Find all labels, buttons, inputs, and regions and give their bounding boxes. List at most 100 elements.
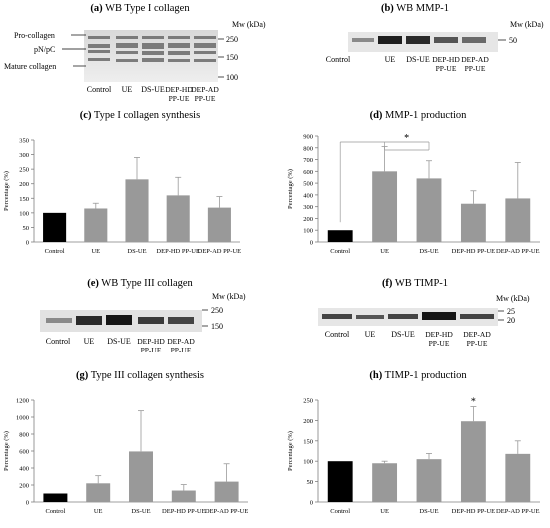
marker-a-150: 150 [226, 53, 238, 62]
bar [416, 178, 442, 242]
chart-panel-h: (h) TIMP-1 production 0 50 100 150 200 250 Per… [278, 370, 550, 528]
x-tick-label: Control [330, 248, 350, 255]
y-tick-label: 50 [23, 225, 30, 232]
y-tick-label: 700 [303, 157, 313, 164]
band-label-procollagen: Pro-collagen [14, 31, 55, 40]
western-blot-e: Mw (kDa) 250 150 Control UE DS-UE DEP-HD… [40, 292, 246, 352]
x-tick-label: DS-UE [131, 508, 150, 515]
bar [327, 230, 353, 242]
y-tick-label: 500 [303, 181, 313, 188]
x-tick-label: DS-UE [419, 508, 438, 515]
x-tick-label: DEP-AD PP-UE [496, 508, 540, 515]
chart-title-d-text: MMP-1 production [385, 110, 467, 121]
blot-bands-a [88, 36, 216, 62]
y-axis-label: Percentage (%) [287, 169, 294, 209]
marker-a-250: 250 [226, 35, 238, 44]
x-tick-label: DEP-AD PP-UE [496, 248, 540, 255]
significance-star: * [471, 397, 476, 408]
x-tick-label: DS-UE [419, 248, 438, 255]
marker-b-50: 50 [509, 36, 517, 45]
chart-title-g-tag: (g) [76, 370, 89, 381]
lane-label-f-1: Control [325, 330, 350, 339]
bar [129, 451, 153, 502]
y-tick-label: 1000 [16, 415, 29, 422]
x-tick-label: Control [330, 508, 350, 515]
chart-title-g-text: Type III collagen synthesis [90, 370, 204, 381]
bar [505, 198, 531, 242]
y-tick-label: 250 [19, 167, 29, 174]
title-a-text: WB Type I collagen [105, 3, 190, 14]
title-a-tag: (a) [90, 3, 103, 14]
lane-label-b-2: UE [385, 55, 396, 64]
chart-title-c: (c) Type I collagen synthesis [45, 110, 235, 121]
blot-bands-f [322, 312, 494, 320]
mw-label-e: Mw (kDa) [212, 292, 246, 301]
lane-label-b-1: Control [326, 55, 351, 64]
y-tick-label: 350 [19, 138, 29, 145]
title-e: (e) WB Type III collagen [60, 278, 220, 289]
bar [166, 195, 190, 242]
mw-label-b: Mw (kDa) [510, 20, 544, 29]
bar-chart-g: 0 200 400 600 800 1000 1200 Percentage (%) Contr… [3, 398, 248, 516]
band-label-mature: Mature collagen [4, 62, 56, 71]
marker-e-250: 250 [211, 306, 223, 315]
bar [416, 459, 442, 502]
y-tick-label: 400 [19, 466, 29, 473]
title-f: (f) WB TIMP-1 [355, 278, 475, 289]
title-e-tag: (e) [87, 278, 99, 289]
y-tick-label: 250 [303, 398, 313, 405]
lane-label-a-5: DEP-AD PP-UE [191, 85, 219, 103]
y-axis-label: Percentage (%) [287, 431, 294, 471]
bar [460, 203, 486, 242]
bar-chart-d: 0 100 200 300 400 500 600 700 800 900 Percentage (… [287, 133, 540, 255]
marker-f-20: 20 [507, 316, 515, 325]
chart-panel-g: (g) Type III collagen synthesis 0 200 400 6… [0, 370, 275, 528]
y-tick-label: 200 [19, 181, 29, 188]
lane-label-e-5: DEP-AD PP-UE [167, 337, 195, 352]
lane-label-e-4: DEP-HD PP-UE [137, 337, 165, 352]
marker-f-25: 25 [507, 307, 515, 316]
x-tick-label: DEP-AD PP-UE [198, 248, 242, 255]
mw-label-f: Mw (kDa) [496, 294, 530, 303]
marker-a-100: 100 [226, 73, 238, 82]
lane-label-e-3: DS-UE [107, 337, 131, 346]
bar [372, 463, 398, 502]
y-tick-label: 0 [26, 240, 29, 247]
y-tick-label: 150 [303, 438, 313, 445]
lane-label-f-3: DS-UE [391, 330, 415, 339]
blot-bands-b [352, 36, 486, 44]
y-tick-label: 800 [19, 432, 29, 439]
y-tick-label: 0 [310, 240, 313, 247]
title-f-tag: (f) [381, 278, 393, 289]
y-tick-label: 200 [19, 483, 29, 490]
western-blot-a: Mw (kDa) 250 150 100 Pro-collagen pN/pC … [4, 20, 266, 103]
y-axis-label: Percentage (%) [3, 431, 10, 471]
x-tick-label: DEP-HD PP-UE [452, 508, 496, 515]
mw-label-a: Mw (kDa) [232, 20, 266, 29]
y-tick-label: 100 [19, 210, 29, 217]
bar [171, 490, 196, 502]
x-tick-label: UE [380, 248, 389, 255]
bar [86, 483, 111, 502]
chart-title-c-text: Type I collagen synthesis [93, 110, 201, 121]
bar [505, 453, 531, 502]
lane-label-a-3: DS-UE [141, 85, 165, 94]
y-tick-label: 100 [303, 459, 313, 466]
x-tick-label: DEP-HD PP-UE [452, 248, 496, 255]
lane-label-f-5: DEP-AD PP-UE [463, 330, 491, 348]
lane-label-b-4: DEP-HD PP-UE [432, 55, 460, 73]
y-tick-label: 900 [303, 134, 313, 141]
title-e-text: WB Type III collagen [101, 278, 193, 289]
y-axis-label: Percentage (%) [3, 171, 10, 211]
y-tick-label: 0 [310, 500, 313, 507]
blot-bands-e [46, 315, 194, 325]
x-tick-label: UE [380, 508, 389, 515]
chart-title-h-tag: (h) [369, 370, 383, 381]
bar [43, 212, 67, 242]
lane-label-b-5: DEP-AD PP-UE [461, 55, 489, 73]
western-blot-f: Mw (kDa) 25 20 Control UE DS-UE DEP-HD PP… [318, 294, 530, 348]
chart-title-h: (h) TIMP-1 production [338, 370, 498, 381]
chart-title-c-tag: (c) [79, 110, 92, 121]
bar-chart-c: 0 50 100 150 200 250 300 350 Percentage (%) Contr… [3, 138, 242, 256]
x-tick-label: DEP-HD PP-UE [156, 248, 200, 255]
